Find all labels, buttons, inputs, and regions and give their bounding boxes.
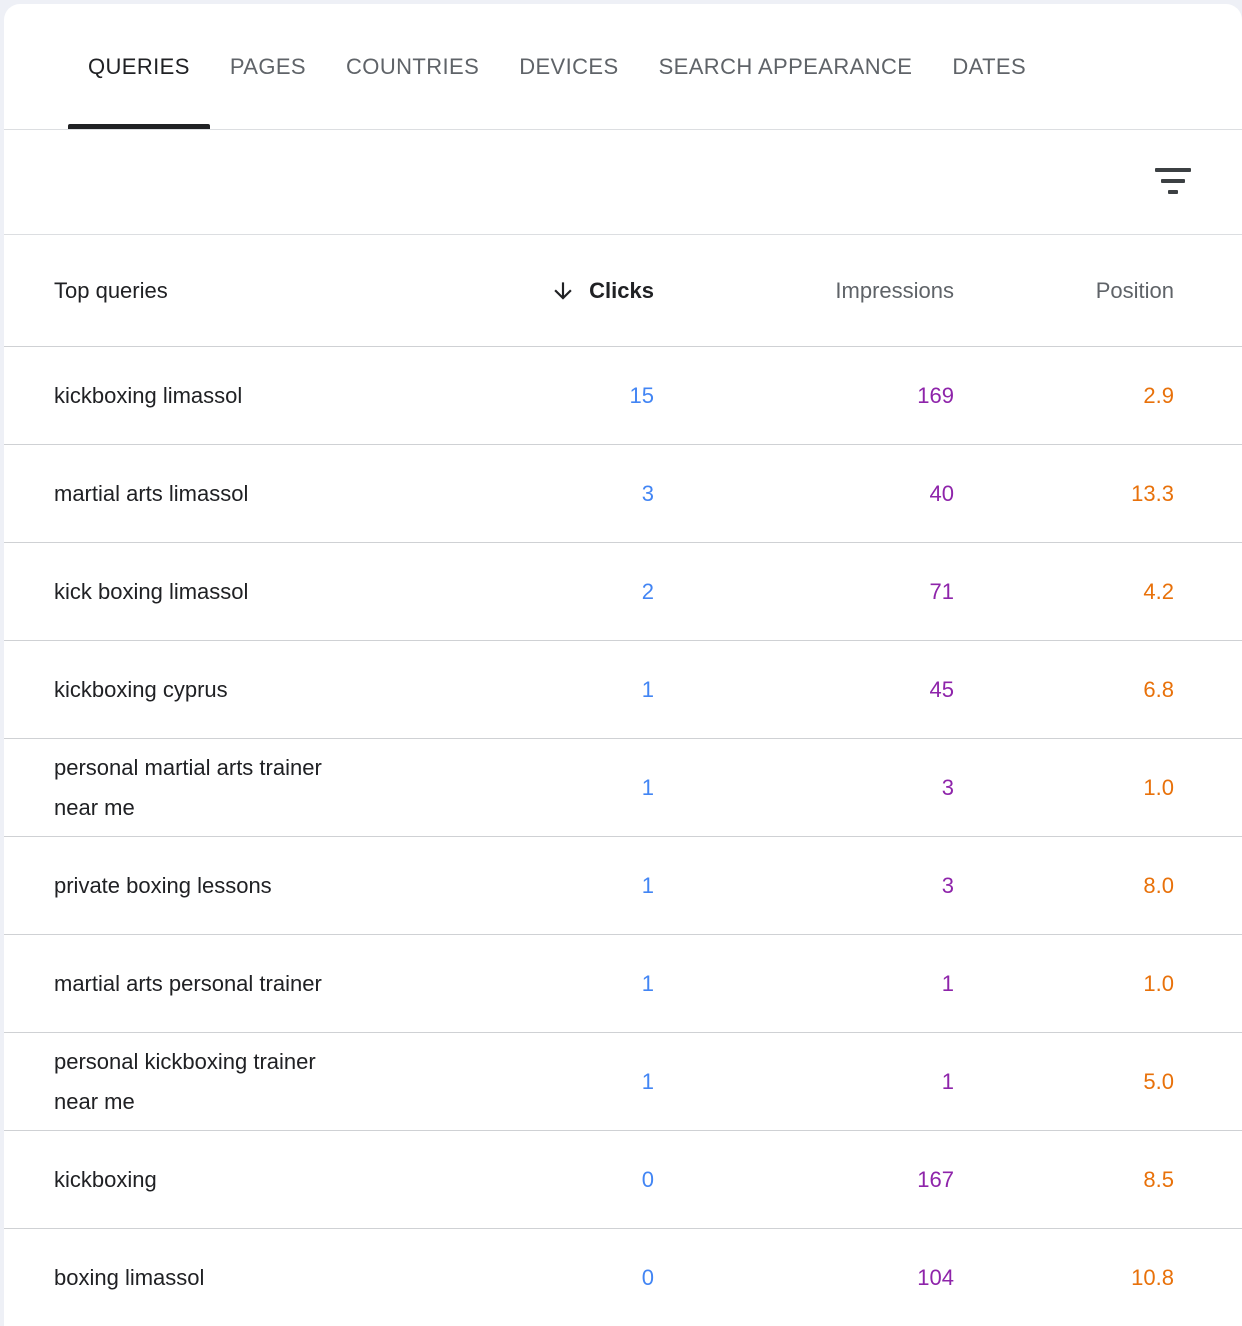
impressions-value: 71: [929, 578, 954, 604]
active-tab-underline: [68, 124, 210, 129]
table-row[interactable]: personal martial arts trainer near me 1 …: [4, 739, 1242, 837]
query-cell: martial arts limassol: [54, 480, 249, 506]
sort-descending-icon: [550, 278, 576, 304]
position-value: 13.3: [1131, 480, 1174, 506]
clicks-value: 0: [641, 1264, 654, 1290]
position-value: 2.9: [1143, 382, 1174, 408]
tab-label: SEARCH APPEARANCE: [658, 53, 913, 79]
position-value: 1.0: [1143, 970, 1174, 996]
impressions-value: 1: [941, 970, 954, 996]
clicks-value: 1: [641, 676, 654, 702]
table-row[interactable]: kickboxing limassol 15 169 2.9: [4, 347, 1242, 445]
position-value: 5.0: [1143, 1068, 1174, 1094]
clicks-value: 0: [641, 1166, 654, 1192]
tab-label: DATES: [952, 53, 1027, 79]
tab-label: PAGES: [229, 53, 307, 79]
query-cell: private boxing lessons: [54, 872, 272, 898]
tab-label: DEVICES: [519, 53, 619, 79]
tab-queries[interactable]: QUERIES: [68, 4, 210, 129]
impressions-value: 40: [929, 480, 954, 506]
impressions-value: 3: [941, 774, 954, 800]
clicks-value: 1: [641, 1068, 654, 1094]
clicks-value: 15: [629, 382, 654, 408]
position-value: 8.0: [1143, 872, 1174, 898]
impressions-value: 104: [917, 1264, 954, 1290]
query-cell: kickboxing: [54, 1166, 157, 1192]
column-header-position[interactable]: Position: [1095, 277, 1174, 303]
table-row[interactable]: private boxing lessons 1 3 8.0: [4, 837, 1242, 935]
column-header-impressions[interactable]: Impressions: [835, 277, 954, 303]
clicks-header-label: Clicks: [589, 277, 654, 303]
query-cell: kickboxing cyprus: [54, 676, 228, 702]
queries-table-body: kickboxing limassol 15 169 2.9 martial a…: [4, 347, 1242, 1326]
query-cell: personal martial arts trainer near me: [54, 754, 322, 820]
performance-report-card: QUERIES PAGES COUNTRIES DEVICES SEARCH A…: [4, 4, 1242, 1326]
table-row[interactable]: kickboxing 0 167 8.5: [4, 1131, 1242, 1229]
query-cell: martial arts personal trainer: [54, 970, 322, 996]
filter-button[interactable]: [1146, 159, 1200, 206]
tab-pages[interactable]: PAGES: [210, 4, 326, 129]
clicks-value: 1: [641, 872, 654, 898]
impressions-value: 3: [941, 872, 954, 898]
column-header-clicks[interactable]: Clicks: [524, 278, 654, 304]
tab-label: QUERIES: [88, 53, 190, 79]
impressions-value: 169: [917, 382, 954, 408]
position-value: 8.5: [1143, 1166, 1174, 1192]
table-row[interactable]: martial arts personal trainer 1 1 1.0: [4, 935, 1242, 1033]
table-row[interactable]: boxing limassol 0 104 10.8: [4, 1229, 1242, 1326]
clicks-value: 3: [641, 480, 654, 506]
clicks-value: 2: [641, 578, 654, 604]
dimension-tab-bar: QUERIES PAGES COUNTRIES DEVICES SEARCH A…: [4, 4, 1242, 130]
impressions-value: 167: [917, 1166, 954, 1192]
table-row[interactable]: martial arts limassol 3 40 13.3: [4, 445, 1242, 543]
query-cell: kickboxing limassol: [54, 382, 243, 408]
position-value: 10.8: [1131, 1264, 1174, 1290]
position-value: 1.0: [1143, 774, 1174, 800]
position-value: 4.2: [1143, 578, 1174, 604]
filter-toolbar: [4, 130, 1242, 235]
column-header-top-queries: Top queries: [54, 277, 168, 303]
table-row[interactable]: kick boxing limassol 2 71 4.2: [4, 543, 1242, 641]
tab-search-appearance[interactable]: SEARCH APPEARANCE: [639, 4, 933, 129]
query-cell: kick boxing limassol: [54, 578, 249, 604]
filter-list-icon: [1154, 167, 1192, 198]
impressions-value: 1: [941, 1068, 954, 1094]
query-cell: boxing limassol: [54, 1264, 205, 1290]
tab-countries[interactable]: COUNTRIES: [326, 4, 499, 129]
tab-label: COUNTRIES: [346, 53, 480, 79]
clicks-value: 1: [641, 970, 654, 996]
position-value: 6.8: [1143, 676, 1174, 702]
impressions-value: 45: [929, 676, 954, 702]
query-cell: personal kickboxing trainer near me: [54, 1048, 316, 1114]
tab-dates[interactable]: DATES: [932, 4, 1046, 129]
table-row[interactable]: kickboxing cyprus 1 45 6.8: [4, 641, 1242, 739]
table-header-row: Top queries Clicks Impressions Position: [4, 235, 1242, 347]
tab-devices[interactable]: DEVICES: [499, 4, 638, 129]
clicks-value: 1: [641, 774, 654, 800]
table-row[interactable]: personal kickboxing trainer near me 1 1 …: [4, 1033, 1242, 1131]
